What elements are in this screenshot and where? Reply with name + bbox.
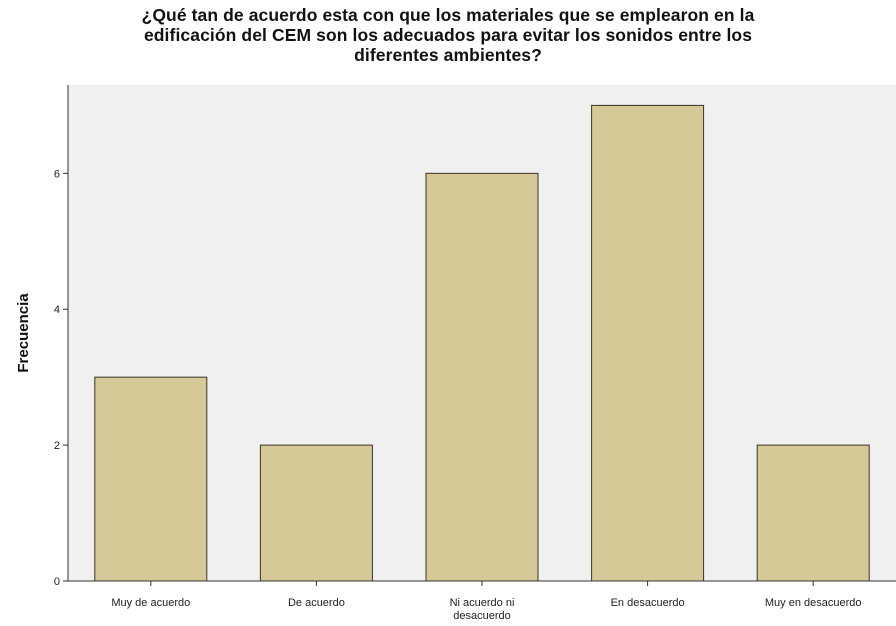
y-tick-label: 2 (54, 440, 60, 452)
y-tick-label: 0 (54, 576, 60, 588)
x-axis-labels: Muy de acuerdo De acuerdo Ni acuerdo nides… (111, 581, 862, 622)
chart-title-line-2: edificación del CEM son los adecuados pa… (143, 25, 753, 45)
bar (94, 376, 208, 582)
y-axis-ticks: 0 2 4 6 (54, 168, 68, 588)
bars (94, 104, 870, 582)
bar (259, 444, 373, 582)
y-tick-label: 4 (54, 304, 60, 316)
bar (756, 444, 870, 582)
y-axis-label: Frecuencia (15, 293, 32, 373)
x-tick-label: De acuerdo (288, 597, 345, 609)
x-tick-label: Ni acuerdo ni (450, 597, 515, 609)
x-tick-label: Muy en desacuerdo (765, 597, 862, 609)
chart-title-line-3: diferentes ambientes? (354, 45, 542, 65)
bar (591, 104, 705, 582)
chart-title-line-1: ¿Qué tan de acuerdo esta con que los mat… (141, 5, 755, 25)
bar (425, 172, 539, 582)
x-tick-label: desacuerdo (453, 610, 511, 622)
y-tick-label: 6 (54, 168, 60, 180)
x-tick-label: Muy de acuerdo (111, 597, 190, 609)
x-tick-label: En desacuerdo (611, 597, 685, 609)
